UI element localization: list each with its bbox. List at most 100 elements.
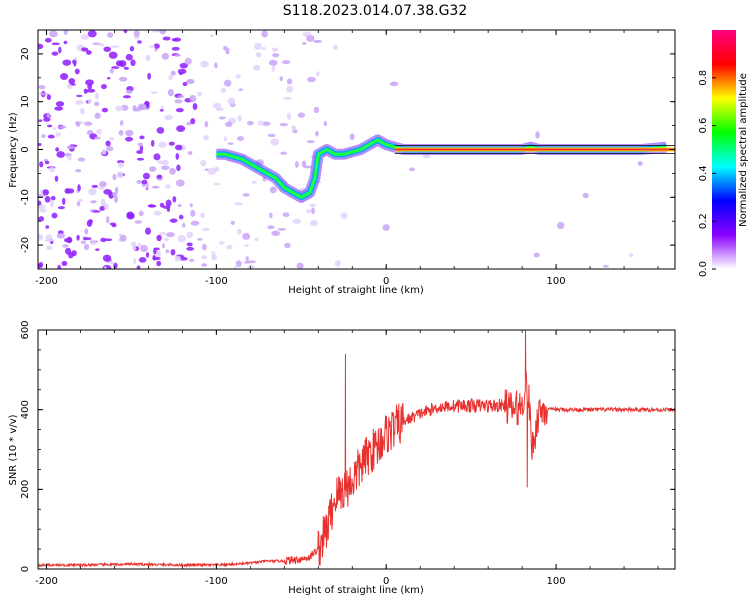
heatmap-cell bbox=[139, 135, 145, 140]
heatmap-cell bbox=[77, 157, 86, 162]
heatmap-cell bbox=[171, 46, 180, 51]
heatmap-cell bbox=[103, 266, 107, 269]
heatmap-cell bbox=[269, 186, 277, 194]
heatmap-cell bbox=[78, 198, 83, 202]
heatmap-cell bbox=[628, 253, 634, 258]
heatmap-cell bbox=[164, 237, 169, 242]
heatmap-cell bbox=[169, 167, 176, 175]
heatmap-cell bbox=[334, 260, 341, 267]
heatmap-cell bbox=[63, 40, 68, 45]
snr-x-ticks: -200 -100 0 100 bbox=[35, 330, 659, 587]
heatmap-cell bbox=[160, 105, 164, 110]
heatmap-cell bbox=[55, 147, 60, 152]
heatmap-cell bbox=[83, 237, 92, 241]
heatmap-cell bbox=[184, 57, 192, 65]
heatmap-cell bbox=[145, 54, 151, 62]
heatmap-cell bbox=[582, 192, 589, 199]
heatmap-x-axis-label: Height of straight line (km) bbox=[288, 285, 424, 296]
heatmap-cell bbox=[41, 134, 46, 139]
snr-x-tick-label: 0 bbox=[383, 576, 389, 587]
heatmap-cell bbox=[80, 34, 90, 40]
heatmap-cell bbox=[297, 112, 306, 118]
heatmap-cell bbox=[76, 201, 81, 207]
heatmap-cell bbox=[159, 202, 165, 208]
heatmap-cell bbox=[535, 131, 540, 139]
heatmap-cell bbox=[95, 248, 100, 251]
colorbar-tick-label: 0.2 bbox=[698, 213, 709, 229]
heatmap-cell bbox=[58, 125, 67, 129]
heatmap-cell bbox=[170, 249, 176, 256]
heatmap-cell bbox=[50, 195, 56, 201]
heatmap-cell bbox=[88, 219, 93, 224]
heatmap-cell bbox=[172, 196, 177, 203]
heatmap-cell bbox=[125, 54, 133, 61]
heatmap-cell bbox=[238, 88, 244, 92]
heatmap-cell bbox=[137, 40, 142, 44]
heatmap-cell bbox=[186, 242, 193, 247]
heatmap-cell bbox=[142, 172, 151, 180]
heatmap-cell bbox=[225, 121, 233, 127]
heatmap-y-tick-label: 10 bbox=[20, 95, 31, 108]
heatmap-cell bbox=[86, 88, 96, 93]
heatmap-cell bbox=[48, 30, 58, 38]
heatmap-cell bbox=[177, 68, 187, 75]
heatmap-cell bbox=[52, 127, 57, 130]
heatmap-cell bbox=[47, 134, 55, 139]
heatmap-cell bbox=[186, 246, 195, 251]
heatmap-cell bbox=[296, 262, 304, 269]
heatmap-cell bbox=[138, 257, 147, 263]
colorbar-label: Normalized spectral amplitude bbox=[738, 73, 749, 227]
heatmap-trace bbox=[216, 134, 675, 203]
heatmap-cell bbox=[267, 133, 276, 138]
heatmap-cell bbox=[75, 99, 84, 105]
heatmap-cell bbox=[117, 162, 125, 168]
heatmap-cell bbox=[98, 186, 105, 190]
heatmap-cell bbox=[246, 120, 254, 126]
heatmap-cell bbox=[156, 174, 163, 179]
heatmap-cell bbox=[141, 179, 148, 185]
heatmap-cell bbox=[55, 132, 61, 137]
heatmap-cell bbox=[285, 86, 294, 93]
heatmap-cell bbox=[602, 264, 609, 268]
heatmap-cell bbox=[44, 238, 54, 243]
heatmap-cell bbox=[44, 160, 50, 165]
heatmap-cell bbox=[66, 236, 73, 244]
heatmap-cell bbox=[272, 47, 279, 52]
heatmap-cell bbox=[202, 243, 207, 251]
snr-y-ticks: 0 200 400 600 bbox=[20, 320, 675, 572]
heatmap-cell bbox=[269, 212, 273, 219]
colorbar-tick-label: 0.0 bbox=[698, 261, 709, 277]
heatmap-cell bbox=[311, 207, 315, 215]
heatmap-cell bbox=[182, 81, 188, 87]
heatmap-cell bbox=[169, 218, 178, 223]
heatmap-cell bbox=[174, 255, 182, 262]
heatmap-cell bbox=[38, 142, 42, 147]
heatmap-cell bbox=[165, 199, 172, 207]
heatmap-cell bbox=[306, 35, 315, 42]
heatmap-cell bbox=[294, 161, 299, 168]
heatmap-cell bbox=[270, 138, 280, 146]
heatmap-cell bbox=[213, 182, 221, 186]
heatmap-cell bbox=[84, 228, 89, 235]
heatmap-y-ticks: -20 -10 0 10 20 bbox=[20, 29, 675, 270]
heatmap-cell bbox=[116, 171, 124, 179]
heatmap-cell bbox=[108, 137, 115, 141]
heatmap-cell bbox=[161, 159, 169, 166]
heatmap-cell bbox=[106, 216, 110, 224]
heatmap-cell bbox=[38, 194, 45, 198]
heatmap-cell bbox=[134, 220, 142, 224]
heatmap-cell bbox=[389, 81, 399, 87]
heatmap-cell bbox=[59, 72, 69, 81]
heatmap-cell bbox=[242, 193, 250, 197]
heatmap-cell bbox=[175, 153, 180, 160]
snr-series bbox=[38, 330, 675, 568]
heatmap-cell bbox=[218, 116, 226, 120]
heatmap-cell bbox=[109, 68, 114, 74]
heatmap-cell bbox=[251, 180, 257, 184]
heatmap-cell bbox=[115, 105, 124, 112]
heatmap-cell bbox=[245, 256, 249, 262]
heatmap-cell bbox=[105, 140, 111, 147]
heatmap-cell bbox=[111, 223, 117, 228]
heatmap-cell bbox=[85, 50, 92, 55]
heatmap-cell bbox=[637, 161, 643, 167]
